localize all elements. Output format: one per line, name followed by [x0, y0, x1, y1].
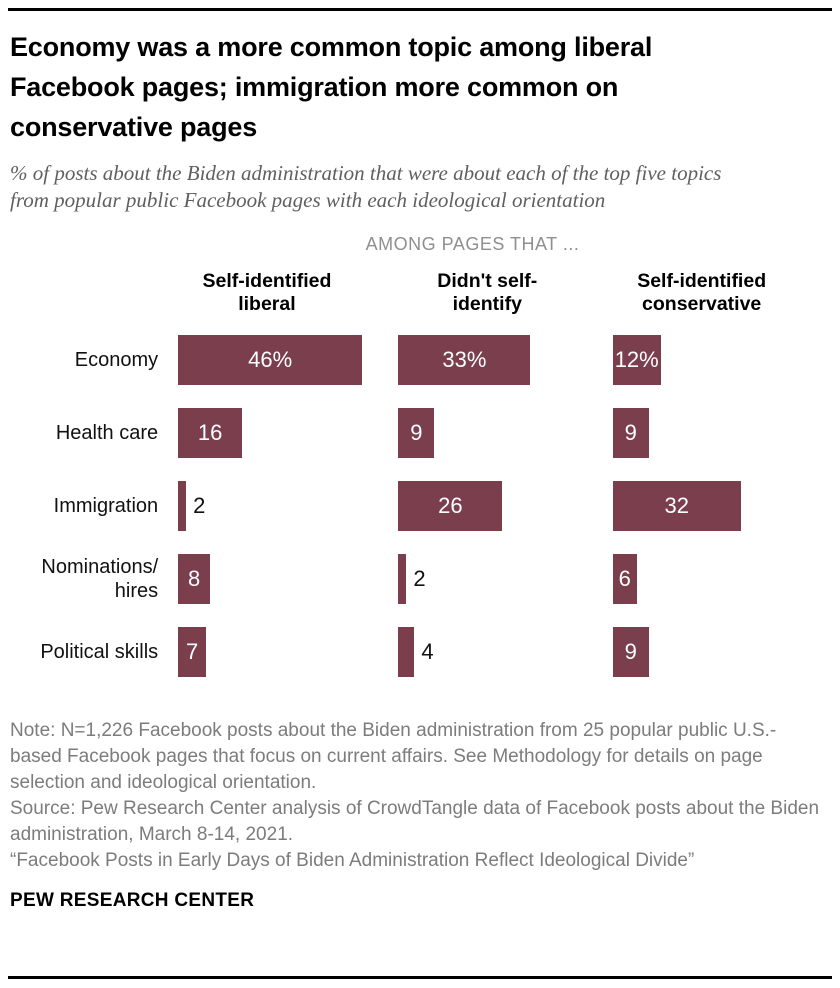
chart-rows: Economy 46% 33% 12% Health care 16 9 9 Immigrati…: [10, 323, 830, 688]
chart-row: Nominations/hires 8 2 6: [10, 542, 830, 615]
brand: PEW RESEARCH CENTER: [10, 890, 255, 911]
bar-cell: 2: [398, 553, 612, 604]
value-label: 26: [438, 492, 463, 518]
chart-row: Health care 16 9 9: [10, 396, 830, 469]
bottom-rule: [8, 976, 832, 979]
category-label: Economy: [74, 348, 159, 371]
bar: 7: [178, 626, 207, 677]
chart-subtitle: % of posts about the Biden administratio…: [10, 161, 722, 212]
column-header: Self-identified conservative: [613, 270, 830, 316]
bar: 9: [398, 407, 435, 458]
value-label: 46%: [248, 346, 293, 372]
bar: 33%: [398, 334, 531, 385]
bar-cell: 16: [178, 407, 398, 458]
source-text: Source: Pew Research Center analysis of …: [10, 798, 820, 845]
chart-group-heading: AMONG PAGES THAT ...: [365, 234, 580, 254]
column-header: Didn't self-identify: [398, 270, 612, 316]
value-label: 9: [624, 638, 637, 664]
bar-cell: 46%: [178, 334, 398, 385]
value-label: 2: [193, 492, 206, 518]
bar-cell: 7: [178, 626, 398, 677]
bar-cell: 26: [398, 480, 612, 531]
column-header-label: Didn't self-identify: [437, 270, 538, 315]
value-label: 32: [664, 492, 689, 518]
value-label: 9: [624, 419, 637, 445]
bar-cell: 33%: [398, 334, 612, 385]
bar-cell: 9: [612, 407, 830, 458]
top-rule: [8, 8, 832, 11]
bar-cell: 4: [398, 626, 612, 677]
report-title: “Facebook Posts in Early Days of Biden A…: [10, 850, 695, 871]
bar-cell: 9: [398, 407, 612, 458]
value-label: 8: [188, 565, 201, 591]
bar: 6: [612, 553, 637, 604]
bar: [178, 480, 187, 531]
bar: [398, 626, 415, 677]
page: Economy was a more common topic among li…: [0, 27, 840, 912]
bar: 46%: [178, 334, 363, 385]
bar: [398, 553, 407, 604]
column-header-label: Self-identified liberal: [202, 270, 332, 315]
bar: 12%: [612, 334, 661, 385]
bar-cell: 8: [178, 553, 398, 604]
value-label: 2: [413, 565, 426, 591]
value-label: 7: [186, 638, 199, 664]
column-header: Self-identified liberal: [178, 270, 398, 316]
value-label: 4: [421, 638, 434, 664]
category-label: Immigration: [53, 494, 159, 517]
bar: 26: [398, 480, 503, 531]
category-label: Political skills: [40, 640, 159, 663]
value-label: 9: [410, 419, 423, 445]
value-label: 33%: [442, 346, 487, 372]
bar-cell: 12%: [612, 334, 830, 385]
chart: AMONG PAGES THAT ... Self-identified libe…: [10, 234, 830, 688]
chart-title: Economy was a more common topic among li…: [10, 32, 653, 142]
notes: Note: N=1,226 Facebook posts about the B…: [10, 718, 825, 874]
bar: 8: [178, 553, 211, 604]
bar-cell: 9: [612, 626, 830, 677]
bar-cell: 6: [612, 553, 830, 604]
category-label: Health care: [55, 421, 159, 444]
bar-cell: 32: [612, 480, 830, 531]
bar: 9: [612, 626, 649, 677]
column-headers: Self-identified liberal Didn't self-identi…: [10, 270, 830, 316]
bar: 16: [178, 407, 243, 458]
column-header-label: Self-identified conservative: [637, 270, 767, 315]
bar: 32: [612, 480, 741, 531]
chart-row: Immigration 2 26 32: [10, 469, 830, 542]
note-text: Note: N=1,226 Facebook posts about the B…: [10, 720, 777, 793]
bar-cell: 2: [178, 480, 398, 531]
value-label: 6: [618, 565, 631, 591]
bar: 9: [612, 407, 649, 458]
category-label: Nominations/hires: [41, 555, 159, 602]
value-label: 12%: [614, 346, 659, 372]
value-label: 16: [197, 419, 223, 445]
chart-row: Political skills 7 4 9: [10, 615, 830, 688]
chart-row: Economy 46% 33% 12%: [10, 323, 830, 396]
